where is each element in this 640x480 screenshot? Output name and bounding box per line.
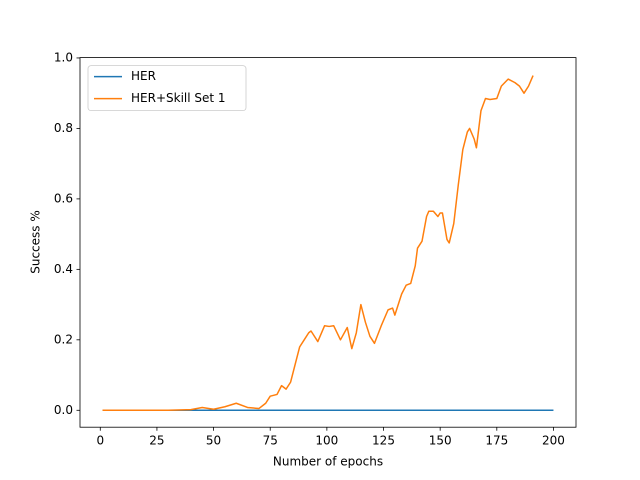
y-axis-label: Success % bbox=[29, 210, 43, 274]
x-tick-label: 175 bbox=[485, 434, 508, 448]
y-tick-label: 1.0 bbox=[54, 50, 73, 64]
legend-box bbox=[87, 65, 247, 111]
x-tick-label: 75 bbox=[263, 434, 278, 448]
line bbox=[102, 75, 534, 412]
x-tick-label: 0 bbox=[96, 434, 104, 448]
plot-frame bbox=[79, 57, 577, 428]
y-tick-label: 0.4 bbox=[54, 262, 73, 276]
y-tick-label: 0.8 bbox=[54, 121, 73, 135]
x-tick-label: 200 bbox=[542, 434, 565, 448]
x-axis-label: Number of epochs bbox=[273, 455, 383, 469]
x-tick-label: 25 bbox=[149, 434, 164, 448]
x-tick-label: 100 bbox=[315, 434, 338, 448]
x-tick-label: 125 bbox=[372, 434, 395, 448]
legend-label: HER bbox=[131, 69, 156, 83]
y-tick-label: 0.0 bbox=[54, 403, 73, 417]
x-tick-label: 150 bbox=[429, 434, 452, 448]
x-tick-label: 50 bbox=[206, 434, 221, 448]
y-tick-label: 0.2 bbox=[54, 332, 73, 346]
legend-label: HER+Skill Set 1 bbox=[131, 91, 226, 105]
y-tick-label: 0.6 bbox=[54, 191, 73, 205]
